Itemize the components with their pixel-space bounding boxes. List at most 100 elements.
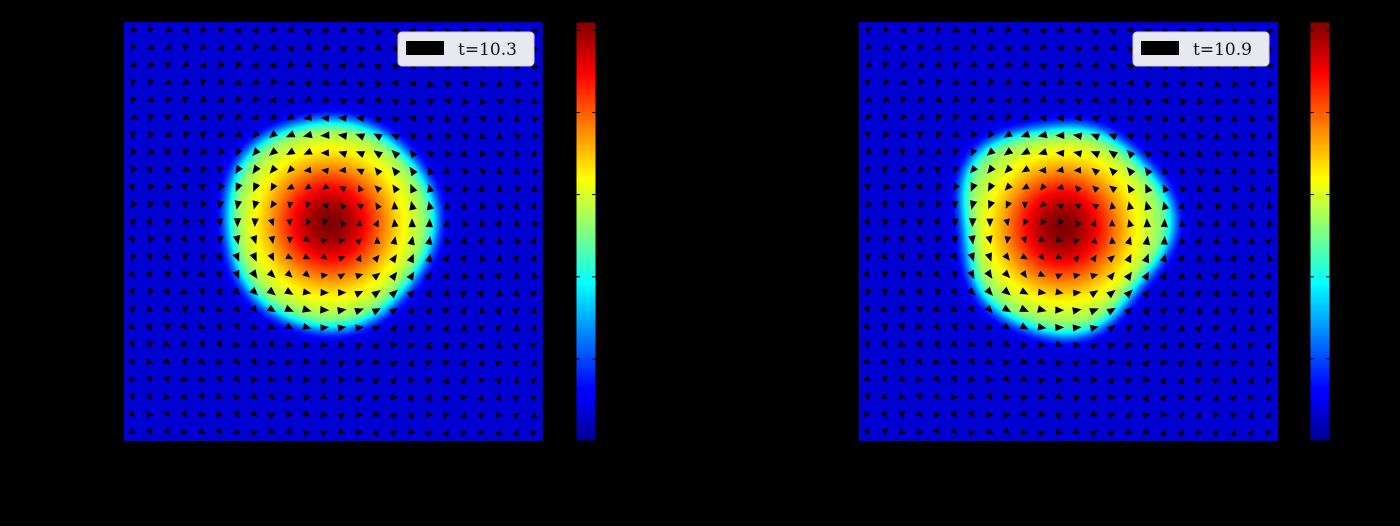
quiver-arrow: [1178, 394, 1186, 401]
quiver-arrow: [425, 253, 433, 263]
quiver-arrow: [512, 342, 520, 350]
quiver-arrow: [1144, 150, 1153, 159]
quiver-arrow: [1266, 116, 1274, 123]
quiver-arrow: [408, 218, 416, 228]
quiver-arrow: [181, 429, 189, 436]
quiver-arrow: [1003, 412, 1011, 419]
quiver-arrow: [128, 358, 135, 366]
quiver-arrow: [532, 115, 539, 123]
quiver-arrow: [1021, 81, 1030, 88]
quiver-arrow: [951, 323, 958, 332]
quiver-arrow: [1247, 343, 1255, 350]
quiver-arrow: [477, 184, 484, 193]
quiver-arrow: [252, 95, 260, 104]
quiver-arrow: [321, 43, 330, 50]
quiver-arrow: [1197, 219, 1204, 228]
quiver-arrow: [234, 43, 243, 50]
quiver-arrow: [1124, 325, 1133, 333]
quiver-arrow: [1127, 218, 1135, 228]
quiver-arrow: [181, 113, 190, 120]
quiver-arrow: [1144, 98, 1152, 106]
quiver-arrow: [320, 411, 329, 419]
quiver-arrow: [148, 183, 155, 192]
quiver-arrow: [512, 201, 519, 210]
quiver-arrow: [129, 218, 136, 227]
quiver-arrow: [373, 133, 383, 141]
quiver-arrow: [302, 322, 312, 330]
quiver-arrow: [198, 218, 205, 227]
quiver-arrow: [985, 235, 993, 245]
quiver-arrow: [337, 273, 346, 280]
quiver-arrow: [1160, 429, 1167, 437]
quiver-arrow: [495, 429, 501, 437]
quiver-arrow: [513, 376, 520, 384]
quiver-arrow: [969, 61, 978, 68]
quiver-arrow: [1195, 378, 1203, 384]
quiver-arrow: [218, 182, 225, 192]
quiver-arrow: [408, 428, 416, 435]
quiver-arrow: [164, 114, 172, 122]
quiver-arrow: [1196, 184, 1203, 192]
quiver-arrow: [1055, 149, 1065, 157]
quiver-arrow: [390, 133, 400, 141]
quiver-arrow: [356, 168, 365, 176]
quiver-arrow: [1266, 149, 1273, 157]
quiver-arrow: [1126, 79, 1134, 86]
quiver-arrow: [251, 62, 259, 69]
quiver-arrow: [251, 78, 260, 85]
quiver-arrow: [146, 428, 153, 436]
quiver-arrow: [512, 395, 520, 402]
quiver-arrow: [970, 96, 977, 104]
quiver-arrow: [232, 235, 241, 245]
quiver-arrow: [355, 238, 363, 245]
quiver-arrow: [444, 184, 452, 193]
quiver-arrow: [165, 95, 173, 104]
quiver-arrow: [459, 254, 467, 263]
quiver-arrow: [935, 78, 942, 87]
quiver-arrow: [1056, 203, 1064, 210]
quiver-arrow: [1194, 290, 1203, 298]
quiver-arrow: [128, 288, 135, 296]
quiver-arrow: [917, 26, 925, 33]
quiver-arrow: [1231, 150, 1240, 158]
quiver-arrow: [1159, 325, 1168, 333]
quiver-arrow: [199, 113, 208, 120]
quiver-arrow: [1212, 326, 1221, 332]
quiver-arrow: [321, 237, 328, 244]
quiver-arrow: [146, 375, 152, 383]
quiver-arrow: [1075, 185, 1082, 193]
quiver-arrow: [882, 96, 890, 103]
quiver-arrow: [442, 376, 449, 385]
quiver-arrow: [250, 357, 257, 366]
quiver-arrow: [165, 270, 172, 279]
quiver-arrow: [478, 116, 487, 123]
quiver-arrow: [338, 166, 347, 174]
panel-1-legend-box: [397, 31, 535, 67]
quiver-arrow: [477, 237, 485, 246]
quiver-arrow: [915, 340, 922, 349]
quiver-arrow: [321, 96, 329, 104]
quiver-arrow: [1038, 79, 1046, 87]
quiver-arrow: [1090, 358, 1099, 366]
quiver-arrow: [462, 114, 470, 123]
quiver-arrow: [303, 166, 312, 174]
quiver-arrow: [1213, 341, 1220, 349]
quiver-arrow: [1250, 271, 1257, 280]
quiver-arrow: [1124, 253, 1132, 264]
quiver-arrow: [1073, 26, 1082, 33]
quiver-arrow: [1126, 116, 1135, 123]
quiver-arrow: [1107, 255, 1115, 263]
quiver-arrow: [304, 43, 312, 50]
quiver-arrow: [1019, 322, 1029, 330]
quiver-arrow: [284, 269, 293, 278]
quiver-arrow: [286, 359, 294, 366]
quiver-arrow: [1109, 185, 1118, 193]
quiver-arrow: [407, 395, 416, 402]
quiver-arrow: [356, 428, 364, 436]
quiver-arrow: [199, 253, 207, 262]
quiver-arrow: [1055, 428, 1064, 435]
quiver-arrow: [406, 253, 414, 264]
quiver-arrow: [514, 80, 522, 88]
panel-2-colorbar-bar: [1309, 21, 1331, 442]
quiver-arrow: [285, 427, 293, 435]
